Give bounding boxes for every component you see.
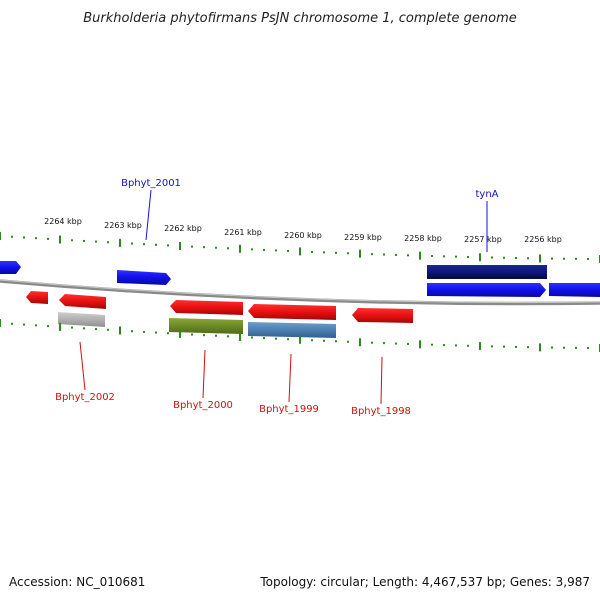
genome-title: Burkholderia phytofirmans PsJN chromosom… xyxy=(83,11,517,26)
gene-tyna[interactable] xyxy=(427,283,546,297)
lower-scale-track xyxy=(0,319,600,352)
kbp-label-2262: 2262 kbp xyxy=(164,224,202,233)
label-tyna[interactable]: tynA xyxy=(475,189,498,200)
leader-bphyt-1998 xyxy=(380,356,383,405)
label-bphyt-2002[interactable]: Bphyt_2002 xyxy=(55,392,115,403)
gene-bphyt-1999-steel[interactable] xyxy=(248,322,336,338)
kbp-label-2261: 2261 kbp xyxy=(224,228,262,237)
kbp-label-2260: 2260 kbp xyxy=(284,231,322,240)
leader-bphyt-1999 xyxy=(288,353,292,403)
chromosome-backbone-highlight xyxy=(0,279,600,304)
genome-summary-text: Topology: circular; Length: 4,467,537 bp… xyxy=(259,575,590,589)
label-bphyt-2001[interactable]: Bphyt_2001 xyxy=(121,178,181,189)
gene-bphyt-2002[interactable] xyxy=(59,294,106,309)
leader-bphyt-2000 xyxy=(202,349,206,399)
gene-bphyt-2002-grey[interactable] xyxy=(58,312,105,327)
kbp-scale-labels: 2264 kbp 2263 kbp 2262 kbp 2261 kbp 2260… xyxy=(44,217,562,244)
kbp-label-2259: 2259 kbp xyxy=(344,233,382,242)
gene-left-edge-forward[interactable] xyxy=(0,261,21,274)
label-bphyt-1998[interactable]: Bphyt_1998 xyxy=(351,406,411,417)
gene-small-reverse[interactable] xyxy=(26,291,48,304)
label-bphyt-2000[interactable]: Bphyt_2000 xyxy=(173,400,233,411)
kbp-label-2263: 2263 kbp xyxy=(104,221,142,230)
gene-bphyt-2001[interactable] xyxy=(117,270,171,285)
kbp-label-2256: 2256 kbp xyxy=(524,235,562,244)
chromosome-backbone xyxy=(0,279,600,306)
upper-scale-track xyxy=(0,232,600,263)
accession-text: Accession: NC_010681 xyxy=(9,575,145,589)
gene-bphyt-1998[interactable] xyxy=(352,308,413,323)
gene-bphyt-2000[interactable] xyxy=(170,300,243,315)
label-bphyt-1999[interactable]: Bphyt_1999 xyxy=(259,404,319,415)
kbp-label-2264: 2264 kbp xyxy=(44,217,82,226)
gene-bphyt-1999[interactable] xyxy=(248,304,336,320)
leader-bphyt-2001 xyxy=(145,189,152,241)
gene-bphyt-2000-green[interactable] xyxy=(169,318,243,334)
gene-right-edge-forward[interactable] xyxy=(549,283,600,297)
kbp-label-2258: 2258 kbp xyxy=(404,234,442,243)
gene-tyna-dark[interactable] xyxy=(427,265,547,279)
leader-bphyt-2002 xyxy=(79,341,86,391)
kbp-label-2257: 2257 kbp xyxy=(464,235,502,244)
